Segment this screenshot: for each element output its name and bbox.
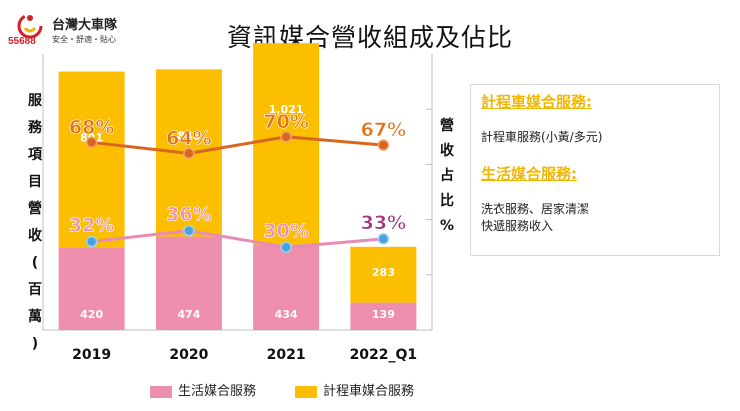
logo-slogan: 安全・舒適・貼心: [52, 35, 116, 44]
life-share-label: 30%: [263, 220, 308, 242]
bar-taxi-value-label: 848: [177, 129, 200, 142]
service-info-box: 計程車媒合服務: 計程車服務(小黃/多元) 生活媒合服務: 洗衣服務、居家清潔 …: [470, 84, 720, 256]
life-share-point: [85, 235, 98, 248]
y-axis-left-title-char: (: [31, 255, 39, 271]
y-axis-left-title-char: 務: [28, 120, 42, 136]
bar-taxi: [58, 71, 125, 248]
taxi-share-label: 67%: [361, 119, 406, 141]
y-axis-left-title-char: 項: [28, 147, 42, 163]
taxi-service-detail: 計程車服務(小黃/多元): [481, 130, 603, 144]
life-share-point: [183, 224, 195, 237]
y-axis-left-title-char: 營: [28, 201, 42, 217]
legend-label-life: 生活媒合服務: [178, 384, 257, 399]
bar-life-value-label: 139: [372, 308, 395, 321]
legend-label-taxi: 計程車媒合服務: [323, 384, 415, 399]
logo-mark-icon: [17, 13, 43, 39]
life-share-label: 32%: [69, 215, 114, 237]
bar-taxi-value-label: 283: [372, 266, 395, 279]
y-axis-left-title: 服務項目營收 ( 百萬): [26, 88, 44, 358]
x-tick-label: 2019: [72, 347, 111, 363]
y-axis-right-title-char: 占: [440, 168, 454, 184]
y-axis-right-title-char: 收: [440, 143, 454, 159]
bar-life: [350, 302, 417, 330]
taxi-share-label: 70%: [263, 111, 308, 133]
taxi-share-point: [280, 131, 292, 143]
life-share-point: [280, 241, 292, 253]
bar-life-value-label: 474: [177, 308, 200, 321]
bar-life: [253, 244, 320, 330]
bar-taxi: [253, 43, 320, 245]
bar-life: [58, 247, 125, 330]
taxi-share-line: [91, 135, 384, 155]
x-tick-label: 2021: [267, 347, 306, 363]
taxi-share-point: [183, 147, 195, 160]
legend-swatch-taxi: [295, 386, 317, 398]
chart-legend: 生活媒合服務 計程車媒合服務: [150, 383, 450, 401]
life-share-line: [91, 229, 384, 249]
y-axis-left-title-char: 萬: [28, 309, 42, 325]
y-axis-right-title-char: 營: [440, 118, 454, 134]
life-service-detail-2: 快遞服務收入: [481, 219, 554, 233]
y-axis-left-title-char: 收: [28, 228, 42, 244]
y-axis-right-title-char: %: [439, 218, 455, 234]
legend-swatch-life: [150, 386, 172, 398]
life-share-label: 36%: [166, 204, 211, 226]
y-axis-left-title-char: 目: [28, 174, 42, 190]
bar-taxi-value-label: 1,021: [269, 103, 304, 116]
y-axis-right-title-char: 比: [440, 193, 454, 209]
company-logo: 55688 台灣大車隊 安全・舒適・貼心: [6, 8, 166, 52]
taxi-share-label: 68%: [69, 116, 114, 138]
bar-life-value-label: 420: [80, 308, 103, 321]
taxi-share-label: 64%: [166, 127, 211, 149]
life-share-point: [377, 233, 390, 245]
bar-life: [155, 236, 222, 330]
y-axis-left-title-char: 服: [28, 93, 42, 109]
y-axis-left-title-char: 百: [28, 282, 42, 298]
y-axis-left-title-char: ): [31, 336, 39, 352]
bar-taxi: [350, 246, 417, 303]
x-tick-label: 2020: [169, 347, 208, 363]
bar-life-value-label: 434: [275, 308, 298, 321]
logo-number: 55688: [8, 36, 36, 47]
y-axis-right-title: 營收占比%: [438, 114, 456, 239]
taxi-service-heading: 計程車媒合服務:: [481, 93, 592, 111]
life-share-label: 33%: [361, 212, 406, 234]
logo-name: 台灣大車隊: [52, 18, 118, 33]
life-service-heading: 生活媒合服務:: [481, 165, 577, 183]
taxi-share-point: [85, 136, 98, 149]
taxi-share-point: [377, 139, 390, 151]
x-tick-label: 2022_Q1: [350, 347, 418, 363]
life-service-detail-1: 洗衣服務、居家清潔: [481, 202, 590, 216]
